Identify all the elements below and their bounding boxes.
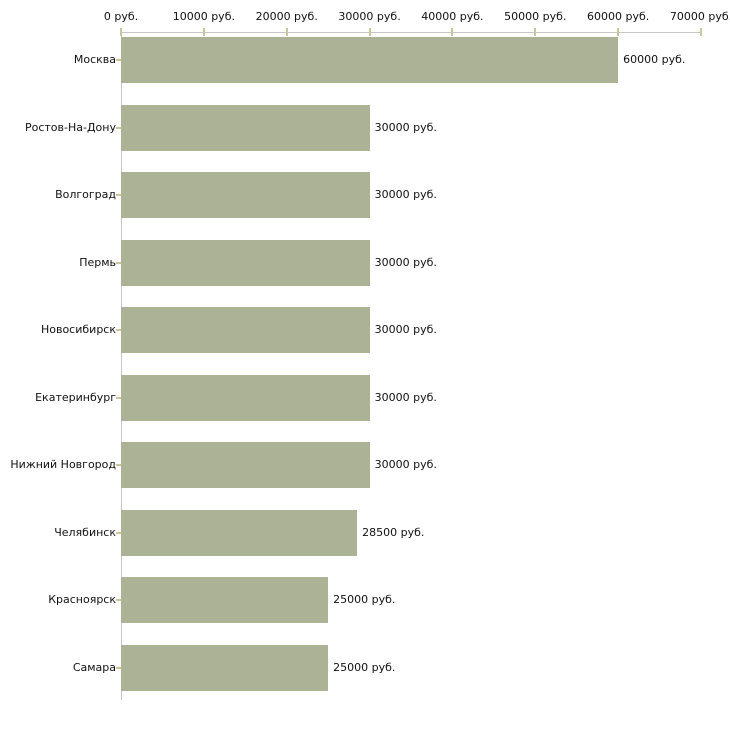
bar — [121, 509, 358, 556]
value-label: 30000 руб. — [374, 255, 437, 269]
x-tick-mark — [202, 28, 205, 36]
category-label: Екатеринбург — [35, 390, 116, 404]
category-label: Москва — [73, 53, 116, 66]
category-label: Волгоград — [55, 188, 116, 201]
bar — [121, 172, 370, 218]
value-label: 30000 руб. — [374, 188, 437, 201]
category-tick-mark — [116, 59, 121, 61]
category-tick-mark — [116, 194, 121, 196]
value-label: 60000 руб. — [623, 53, 686, 66]
x-tick-label: 50000 руб. — [504, 10, 567, 23]
category-label: Самара — [72, 660, 116, 674]
category-tick-mark — [116, 329, 121, 331]
category-label: Красноярск — [48, 593, 116, 606]
category-label: Новосибирск — [40, 323, 116, 336]
x-tick-mark — [617, 28, 620, 36]
bar — [121, 307, 370, 353]
x-tick-label: 60000 руб. — [587, 10, 650, 23]
x-tick-label: 30000 руб. — [338, 10, 401, 23]
x-tick-label: 20000 руб. — [255, 10, 318, 23]
value-label: 30000 руб. — [374, 458, 437, 471]
category-tick-mark — [116, 599, 121, 601]
y-axis-line — [121, 32, 122, 700]
value-label: 30000 руб. — [374, 390, 437, 404]
x-tick-label: 70000 руб. — [669, 10, 730, 23]
category-tick-mark — [116, 464, 121, 466]
bar — [121, 37, 619, 83]
x-tick-mark — [700, 28, 702, 36]
category-tick-mark — [116, 126, 121, 129]
category-tick-mark — [116, 396, 121, 399]
category-label: Нижний Новгород — [10, 458, 116, 471]
category-label: Пермь — [79, 255, 116, 269]
value-label: 28500 руб. — [362, 525, 425, 539]
value-label: 30000 руб. — [374, 323, 437, 336]
x-tick-mark — [368, 28, 371, 36]
x-tick-mark — [285, 28, 288, 36]
value-label: 30000 руб. — [374, 120, 437, 134]
x-tick-label: 40000 руб. — [421, 10, 484, 23]
category-label: Челябинск — [54, 525, 116, 539]
x-axis-line — [121, 32, 701, 33]
x-tick-label: 10000 руб. — [172, 10, 235, 23]
value-label: 25000 руб. — [333, 593, 396, 606]
x-tick-mark — [534, 28, 537, 36]
category-tick-mark — [116, 666, 121, 669]
bar — [121, 442, 370, 488]
bar — [121, 644, 329, 691]
bar — [121, 239, 370, 286]
bar — [121, 374, 370, 421]
bar — [121, 104, 370, 151]
category-tick-mark — [116, 261, 121, 264]
bar — [121, 577, 329, 623]
x-tick-label: 0 руб. — [103, 10, 139, 23]
category-label: Ростов-На-Дону — [24, 120, 116, 134]
x-tick-mark — [451, 28, 454, 36]
category-tick-mark — [116, 531, 121, 534]
value-label: 25000 руб. — [333, 660, 396, 674]
x-tick-mark — [120, 28, 122, 36]
